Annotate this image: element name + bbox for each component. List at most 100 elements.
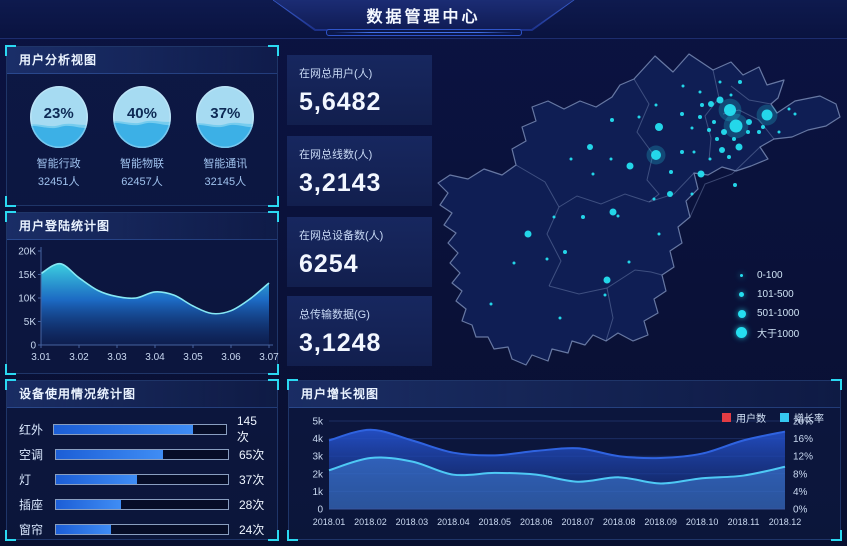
device-bar-row: 红外 145次 — [19, 414, 267, 444]
device-bar-value: 145次 — [236, 413, 257, 444]
stat-card-value: 3,2143 — [299, 169, 382, 197]
right-axis-tick-label: 20% — [793, 417, 813, 428]
gauge-label: 智能通讯 — [203, 158, 248, 170]
x-axis-tick-label: 2018.04 — [437, 517, 470, 527]
x-axis-tick-label: 2018.09 — [644, 517, 677, 527]
gauge-count: 32451人 — [37, 176, 80, 188]
device-bar-value: 24次 — [239, 522, 265, 537]
map-legend-dot-icon — [735, 309, 748, 318]
panel-title-device-usage: 设备使用情况统计图 — [7, 381, 277, 408]
stat-card-label: 在网总用户(人) — [299, 68, 373, 80]
gauge-count: 32145人 — [204, 176, 247, 188]
left-axis-tick-label: 5k — [312, 417, 324, 428]
left-axis-tick-label: 3k — [312, 452, 324, 463]
liquid-gauge: 23% 智能行政 32451人 — [21, 86, 97, 189]
gauge-circle: 37% — [196, 86, 255, 148]
x-axis-tick-label: 2018.02 — [354, 517, 387, 527]
panel-title-login-stats: 用户登陆统计图 — [7, 213, 277, 240]
liquid-gauge: 37% 智能通讯 32145人 — [187, 86, 263, 189]
left-axis-tick-label: 4k — [312, 434, 324, 445]
stat-card: 总传输数据(G) 3,1248 — [287, 296, 432, 366]
right-axis-tick-label: 0% — [793, 505, 808, 516]
device-bar-category: 空调 — [19, 447, 44, 462]
right-axis-tick-label: 16% — [793, 434, 813, 445]
panel-title-user-growth: 用户增长视图 — [289, 381, 840, 408]
gauge-percent: 40% — [126, 105, 157, 122]
x-axis-tick-label: 2018.01 — [313, 517, 346, 527]
left-axis-tick-label: 2k — [312, 469, 324, 480]
y-axis-tick-label: 10K — [18, 294, 36, 305]
x-axis-tick-label: 2018.06 — [520, 517, 553, 527]
gauge-percent: 23% — [43, 105, 74, 122]
y-axis-tick-label: 5K — [24, 317, 37, 328]
x-axis-tick-label: 3.02 — [69, 352, 89, 363]
map-legend-label: 501-1000 — [757, 308, 800, 319]
stat-card-label: 总传输数据(G) — [299, 309, 370, 321]
gauge-label: 智能物联 — [119, 158, 164, 170]
device-usage-bars: 红外 145次空调 65次灯 37次插座 28次窗帘 24次 — [7, 408, 277, 539]
stat-card: 在网总用户(人) 5,6482 — [287, 55, 432, 125]
x-axis-tick-label: 3.04 — [145, 352, 165, 363]
panel-title-user-analysis: 用户分析视图 — [7, 47, 277, 74]
liquid-gauge-group: 23% 智能行政 32451人 40% 智能物联 62457人 37% 智能通讯 32145人 — [7, 74, 277, 189]
y-axis-tick-label: 20K — [18, 247, 36, 258]
growth-chart-legend: 用户数 增长率 — [722, 410, 824, 425]
map-legend-item[interactable]: 大于1000 — [735, 323, 799, 342]
map-legend-label: 101-500 — [757, 289, 794, 300]
stat-card-value: 5,6482 — [299, 88, 382, 116]
x-axis-tick-label: 3.01 — [31, 352, 51, 363]
device-bar-fill — [56, 499, 122, 509]
stat-card-label: 在网总设备数(人) — [299, 230, 384, 242]
right-axis-tick-label: 8% — [793, 469, 808, 480]
gauge-liquid-canvas — [112, 86, 171, 148]
device-bar-category: 窗帘 — [19, 522, 44, 537]
gauge-liquid-canvas — [196, 86, 255, 148]
stat-card: 在网总线数(人) 3,2143 — [287, 136, 432, 206]
stat-card: 在网总设备数(人) 6254 — [287, 217, 432, 287]
device-bar-value: 37次 — [239, 472, 265, 487]
x-axis-tick-label: 3.03 — [107, 352, 127, 363]
device-bar-track — [55, 523, 229, 535]
x-axis-tick-label: 2018.05 — [479, 517, 512, 527]
x-axis-tick-label: 3.06 — [221, 352, 241, 363]
header-decoration — [325, 29, 522, 36]
gauge-percent: 37% — [210, 105, 241, 122]
x-axis-tick-label: 2018.03 — [396, 517, 429, 527]
panel-device-usage: 设备使用情况统计图 红外 145次空调 65次灯 37次插座 28次窗帘 24次 — [5, 379, 279, 541]
map-legend-item[interactable]: 101-500 — [735, 285, 799, 304]
login-area-chart: 0 5K 10K 15K 20K 3.01 3.02 3.03 3.04 3.05 3.06 3.07 — [18, 247, 279, 364]
left-axis-tick-label: 0 — [317, 505, 323, 516]
legend-label: 增长率 — [794, 414, 824, 425]
x-axis-tick-label: 3.07 — [259, 352, 279, 363]
stat-card-label: 在网总线数(人) — [299, 149, 373, 161]
right-axis-tick-label: 4% — [793, 487, 808, 498]
legend-label: 用户数 — [736, 414, 766, 425]
device-bar-category: 红外 — [19, 422, 44, 437]
stat-card-value: 6254 — [299, 250, 359, 278]
map-legend-dot-icon — [735, 327, 748, 338]
map-scatter-points — [489, 80, 797, 320]
page-title: 数据管理中心 — [366, 8, 481, 26]
right-axis-tick-label: 12% — [793, 452, 813, 463]
map-legend-item[interactable]: 501-1000 — [735, 304, 799, 323]
x-axis-tick-label: 2018.10 — [686, 517, 719, 527]
device-bar-row: 灯 37次 — [19, 469, 267, 489]
growth-legend-item[interactable]: 增长率 — [780, 410, 824, 425]
left-axis-tick-label: 1k — [312, 487, 324, 498]
device-bar-value: 28次 — [239, 497, 265, 512]
device-bar-row: 插座 28次 — [19, 494, 267, 514]
panel-login-stats: 用户登陆统计图 0 5K 10K 15K 20K 3.01 3.02 3.03 3.04 3.05… — [5, 211, 279, 375]
map-legend-item[interactable]: 0-100 — [735, 266, 799, 285]
region-map — [427, 42, 847, 372]
device-bar-row: 窗帘 24次 — [19, 519, 267, 539]
device-bar-value: 65次 — [239, 447, 265, 462]
map-legend-label: 0-100 — [757, 270, 783, 281]
liquid-gauge: 40% 智能物联 62457人 — [104, 86, 180, 189]
device-bar-fill — [56, 449, 163, 459]
x-axis-tick-label: 2018.07 — [561, 517, 594, 527]
panel-user-analysis: 用户分析视图 23% 智能行政 32451人 40% 智能物联 62457人 37% 智能通讯… — [5, 45, 279, 207]
gauge-circle: 23% — [29, 86, 88, 148]
growth-legend-item[interactable]: 用户数 — [722, 410, 766, 425]
device-bar-track — [55, 473, 229, 485]
gauge-liquid-canvas — [29, 86, 88, 148]
